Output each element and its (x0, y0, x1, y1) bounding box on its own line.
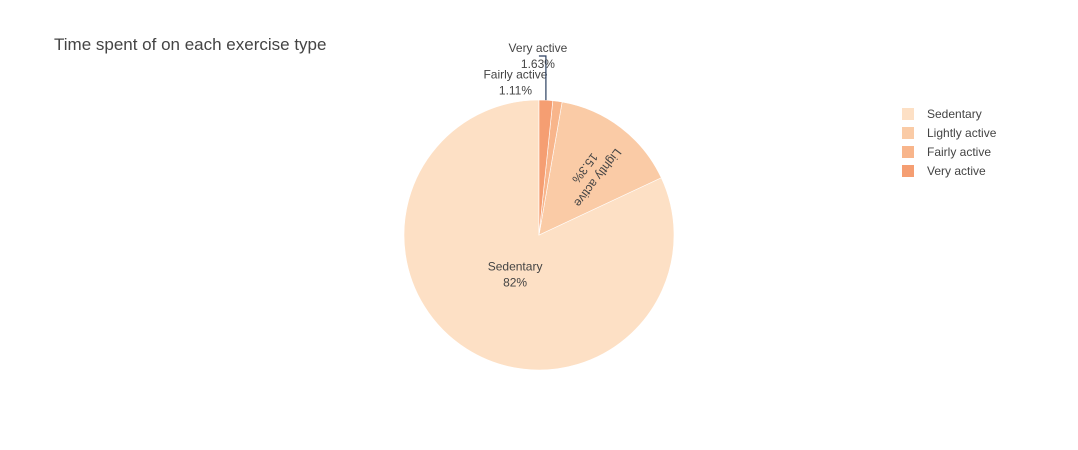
slice-label-very-active: Very active 1.63% (509, 41, 568, 71)
legend-swatch-sedentary[interactable] (902, 108, 914, 120)
legend-swatch-very-active[interactable] (902, 165, 914, 177)
chart-title: Time spent of on each exercise type (54, 35, 326, 54)
slice-label-fairly-active: Fairly active 1.11% (483, 67, 547, 97)
legend-swatch-fairly-active[interactable] (902, 146, 914, 158)
legend-label-very-active[interactable]: Very active (927, 164, 986, 178)
legend: Sedentary Lightly active Fairly active Very… (902, 107, 997, 178)
leader-line-very-active (538, 55, 547, 101)
slice-very-active[interactable] (538, 99, 554, 236)
legend-label-lightly-active[interactable]: Lightly active (927, 126, 997, 140)
legend-swatch-lightly-active[interactable] (902, 127, 914, 139)
slice-label-sedentary: Sedentary 82% (488, 260, 543, 290)
legend-label-sedentary[interactable]: Sedentary (927, 107, 982, 121)
legend-label-fairly-active[interactable]: Fairly active (927, 145, 991, 159)
slice-lightly-active[interactable] (538, 101, 662, 236)
pie-slices (403, 99, 675, 371)
